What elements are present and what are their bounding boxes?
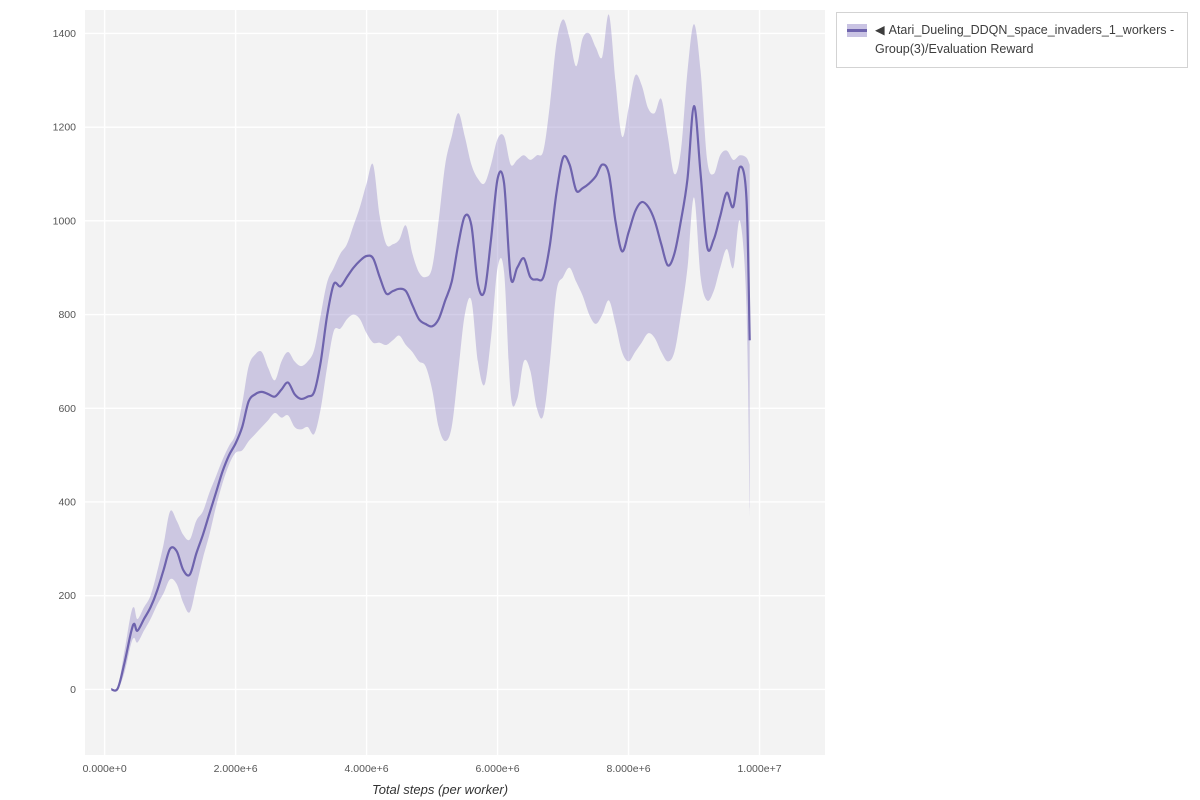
x-tick-label: 2.000e+6 bbox=[214, 763, 258, 775]
x-tick-label: 1.000e+7 bbox=[737, 763, 781, 775]
x-tick-label: 0.000e+0 bbox=[83, 763, 127, 775]
legend-label: ◀ Atari_Dueling_DDQN_space_invaders_1_wor… bbox=[875, 21, 1175, 59]
y-tick-label: 0 bbox=[70, 684, 76, 696]
y-tick-label: 1400 bbox=[53, 28, 77, 40]
legend-item-evaluation-reward[interactable]: ◀ Atari_Dueling_DDQN_space_invaders_1_wor… bbox=[847, 21, 1177, 59]
legend-series-name: Atari_Dueling_DDQN_space_invaders_1_work… bbox=[875, 23, 1175, 56]
x-tick-label: 8.000e+6 bbox=[606, 763, 650, 775]
series-band-swatch-icon bbox=[847, 24, 867, 37]
y-tick-label: 400 bbox=[58, 496, 76, 508]
legend: ◀ Atari_Dueling_DDQN_space_invaders_1_wor… bbox=[836, 12, 1188, 68]
plot-background[interactable] bbox=[85, 10, 825, 755]
x-axis-title: Total steps (per worker) bbox=[372, 782, 508, 797]
x-tick-label: 4.000e+6 bbox=[345, 763, 389, 775]
legend-group-marker-icon: ◀ bbox=[875, 23, 885, 37]
y-tick-label: 1200 bbox=[53, 122, 77, 134]
y-tick-label: 200 bbox=[58, 590, 76, 602]
series-line-swatch-icon bbox=[847, 29, 867, 32]
y-tick-label: 800 bbox=[58, 309, 76, 321]
series-line bbox=[111, 104, 751, 692]
y-tick-label: 600 bbox=[58, 403, 76, 415]
x-tick-label: 6.000e+6 bbox=[476, 763, 520, 775]
y-tick-label: 1000 bbox=[53, 215, 77, 227]
